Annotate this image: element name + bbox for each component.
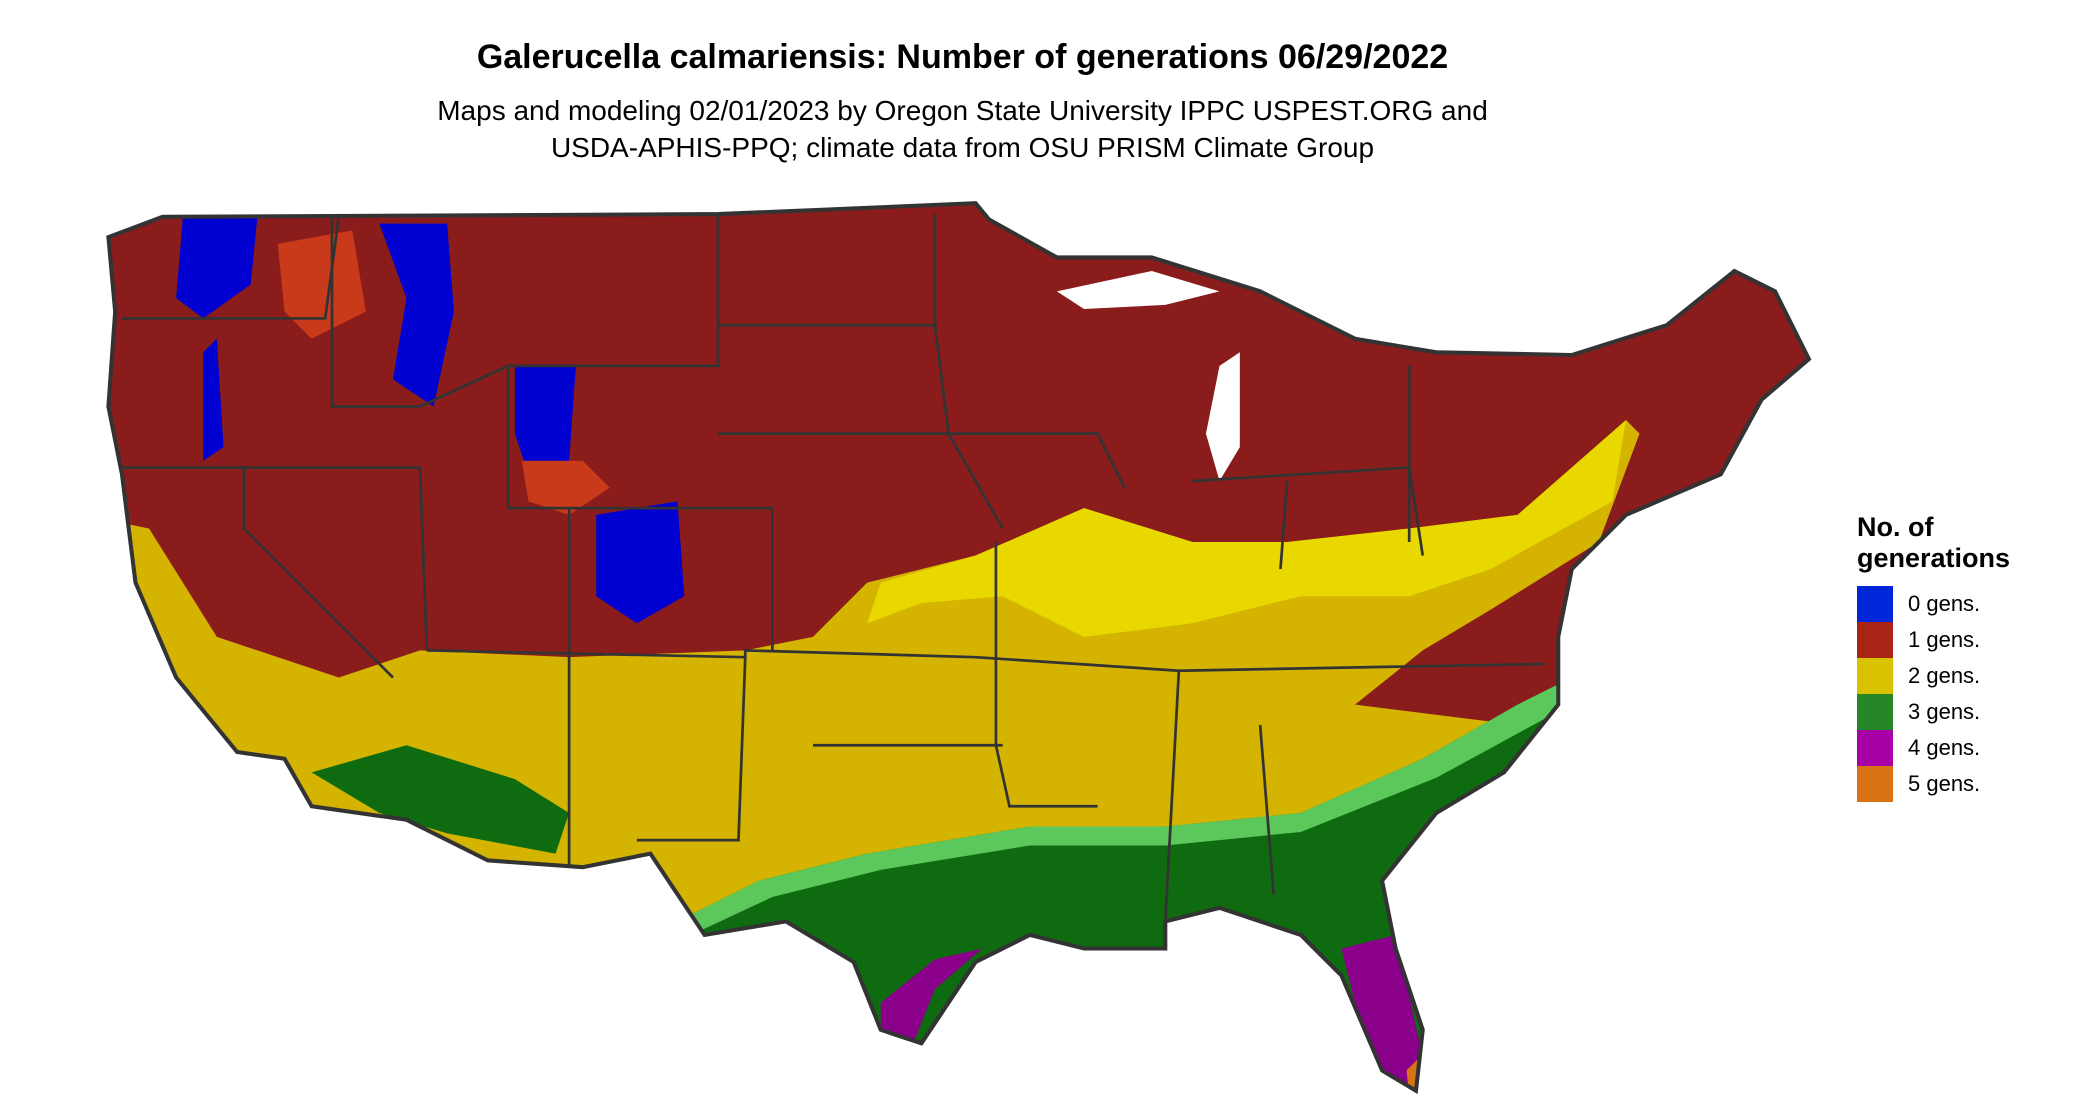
legend-swatch (1857, 658, 1893, 694)
zone-0-gens-id (379, 223, 454, 407)
state-borders (121, 214, 1545, 922)
us-outline (106, 201, 1812, 1095)
legend-title: No. of generations (1857, 512, 2010, 574)
legend: No. of generations 0 gens. 1 gens. 2 gens.… (1857, 512, 2010, 802)
zone-0-gens-wy (514, 365, 576, 475)
lake-superior-water (1056, 271, 1220, 309)
legend-item: 2 gens. (1857, 658, 2010, 694)
zone-3-gens-desert (311, 745, 570, 854)
legend-swatch (1857, 586, 1893, 622)
zone-4-gens-texas (880, 948, 983, 1057)
zone-1-gens-lighter (521, 460, 610, 515)
legend-title-line-2: generations (1857, 543, 2011, 573)
legend-label: 0 gens. (1908, 591, 1981, 616)
legend-label: 5 gens. (1908, 771, 1981, 796)
legend-items: 0 gens. 1 gens. 2 gens. 3 gens. 4 gens. 5 gen… (1857, 586, 2010, 802)
zone-0-gens-co (596, 501, 685, 624)
legend-label: 2 gens. (1908, 663, 1981, 688)
zone-0-gens-wa (176, 216, 258, 319)
legend-swatch (1857, 622, 1893, 658)
legend-swatch (1857, 730, 1893, 766)
legend-label: 1 gens. (1908, 627, 1981, 652)
great-lakes-water (1205, 352, 1240, 482)
legend-item: 3 gens. (1857, 694, 2010, 730)
legend-item: 1 gens. (1857, 622, 2010, 658)
subtitle-line-1: Maps and modeling 02/01/2023 by Oregon S… (437, 95, 1488, 126)
legend-item: 4 gens. (1857, 730, 2010, 766)
subtitle-line-2: USDA-APHIS-PPQ; climate data from OSU PR… (550, 132, 1375, 163)
legend-item: 0 gens. (1857, 586, 2010, 622)
zone-4-gens-florida (1341, 934, 1423, 1084)
zone-0-gens-ca (203, 338, 224, 461)
zone-1-gens-lighter-2 (277, 230, 366, 339)
legend-swatch (1857, 694, 1893, 730)
legend-title-line-1: No. of (1857, 512, 1934, 542)
legend-swatch (1857, 766, 1893, 802)
map-subtitle: Maps and modeling 02/01/2023 by Oregon S… (0, 92, 1925, 166)
zone-2-gens-light (867, 420, 1626, 637)
map-title: Galerucella calmariensis: Number of gene… (476, 38, 1449, 76)
legend-label: 3 gens. (1908, 699, 1981, 724)
legend-label: 4 gens. (1908, 735, 1981, 760)
legend-item: 5 gens. (1857, 766, 2010, 802)
